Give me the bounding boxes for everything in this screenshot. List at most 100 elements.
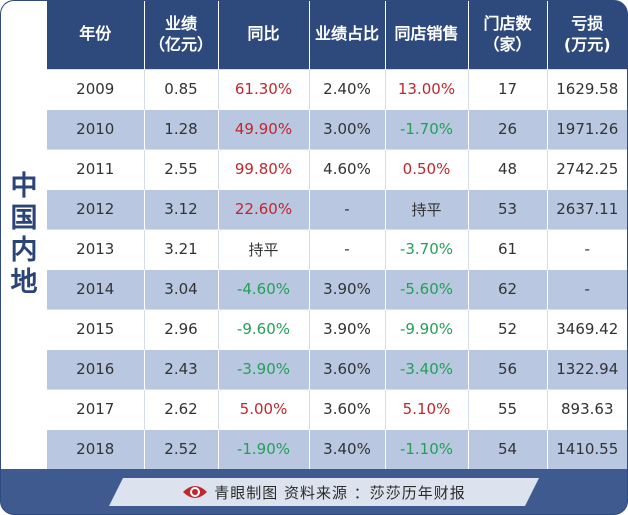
cell-same-store-sales: -1.10% [384,428,468,469]
table-row: 2015 2.96 -9.60% 3.90% -9.90% 52 3469.42 [47,308,627,349]
header-yoy: 同比 [217,1,309,69]
cell-loss: 1322.94 [546,348,627,389]
table-row: 2017 2.62 5.00% 3.60% 5.10% 55 893.63 [47,388,627,429]
cell-year: 2010 [47,108,144,149]
cell-revenue-share: 3.00% [308,108,385,149]
header-same-store-sales: 同店销售 [384,1,468,69]
cell-yoy: -3.90% [217,348,309,389]
cell-revenue-share: 3.60% [308,388,385,429]
cell-yoy: -1.90% [217,428,309,469]
table-row: 2016 2.43 -3.90% 3.60% -3.40% 56 1322.94 [47,348,627,389]
cell-loss: 3469.42 [546,308,627,349]
cell-store-count: 26 [467,108,547,149]
table-row: 2010 1.28 49.90% 3.00% -1.70% 26 1971.26 [47,108,627,149]
cell-revenue-share: 3.90% [308,308,385,349]
header-label: （家） [483,34,532,54]
table-row: 2009 0.85 61.30% 2.40% 13.00% 17 1629.58 [47,68,627,109]
table-row: 2011 2.55 99.80% 4.60% 0.50% 48 2742.25 [47,148,627,189]
table-row: 2014 3.04 -4.60% 3.90% -5.60% 62- [47,268,627,309]
header-revenue: 业绩 （亿元） [143,1,218,69]
table-row: 2012 3.12 22.60% - 持平 53 2637.11 [47,188,627,229]
table-row: 2013 3.21 持平 - -3.70% 61- [47,228,627,269]
cell-year: 2016 [47,348,144,389]
header-label: 业绩 [164,13,197,33]
source-text: 青眼制图 资料来源 ：莎莎历年财报 [214,483,466,502]
region-title: 中国内地 [10,171,38,298]
cell-year: 2012 [47,188,144,229]
header-store-count: 门店数 （家） [467,1,547,69]
cell-same-store-sales: -9.90% [384,308,468,349]
cell-store-count: 48 [467,148,547,189]
cell-same-store-sales: 5.10% [384,388,468,429]
cell-store-count: 17 [467,68,547,109]
cell-same-store-sales: 持平 [384,188,468,229]
cell-loss: - [546,228,627,269]
cell-yoy: 持平 [217,228,309,269]
cell-year: 2017 [47,388,144,429]
cell-year: 2013 [47,228,144,269]
cell-revenue: 3.04 [143,268,218,309]
cell-revenue-share: - [308,188,385,229]
header-label: 年份 [79,24,112,44]
cell-store-count: 62 [467,268,547,309]
table-row: 2018 2.52 -1.90% 3.40% -1.10% 54 1410.55 [47,428,627,469]
cell-revenue-share: 2.40% [308,68,385,109]
cell-yoy: -9.60% [217,308,309,349]
cell-revenue: 3.21 [143,228,218,269]
header-loss: 亏损 (万元) [546,1,627,69]
cell-revenue-share: - [308,228,385,269]
source-band: 青眼制图 资料来源 ：莎莎历年财报 [109,478,539,506]
cell-revenue-share: 3.60% [308,348,385,389]
header-label: 同比 [247,24,280,44]
header-label: 业绩占比 [314,24,379,44]
cell-loss: 1410.55 [546,428,627,469]
cell-loss: 893.63 [546,388,627,429]
cell-yoy: 61.30% [217,68,309,109]
cell-year: 2011 [47,148,144,189]
header-year: 年份 [47,1,144,69]
cell-same-store-sales: 0.50% [384,148,468,189]
cell-year: 2015 [47,308,144,349]
header-label: 亏损 [571,13,604,33]
cell-yoy: 49.90% [217,108,309,149]
cell-yoy: 99.80% [217,148,309,189]
cell-revenue: 0.85 [143,68,218,109]
cell-same-store-sales: -3.70% [384,228,468,269]
cell-same-store-sales: -5.60% [384,268,468,309]
cell-store-count: 53 [467,188,547,229]
header-label: (万元) [563,34,611,54]
cell-store-count: 55 [467,388,547,429]
cell-year: 2009 [47,68,144,109]
cell-revenue-share: 3.40% [308,428,385,469]
eye-icon [182,483,208,501]
cell-revenue: 1.28 [143,108,218,149]
header-label: 门店数 [483,13,532,33]
cell-loss: 2742.25 [546,148,627,189]
header-row: 年份 业绩 （亿元） 同比 业绩占比 同店销售 门店数 （家） 亏损 (万元) [47,1,627,69]
cell-revenue: 2.55 [143,148,218,189]
footer: 青眼制图 资料来源 ：莎莎历年财报 [1,469,627,514]
cell-year: 2014 [47,268,144,309]
cell-store-count: 52 [467,308,547,349]
cell-year: 2018 [47,428,144,469]
cell-store-count: 54 [467,428,547,469]
cell-revenue: 2.43 [143,348,218,389]
header-revenue-share: 业绩占比 [308,1,385,69]
cell-revenue: 2.62 [143,388,218,429]
table-body: 2009 0.85 61.30% 2.40% 13.00% 17 1629.58 2010 1.… [47,68,627,469]
cell-revenue-share: 4.60% [308,148,385,189]
cell-loss: 2637.11 [546,188,627,229]
cell-loss: 1629.58 [546,68,627,109]
cell-loss: 1971.26 [546,108,627,149]
cell-yoy: -4.60% [217,268,309,309]
cell-revenue: 3.12 [143,188,218,229]
cell-loss: - [546,268,627,309]
cell-yoy: 22.60% [217,188,309,229]
header-label: 同店销售 [394,24,459,44]
header-label: （亿元） [148,34,213,54]
side-panel: 中国内地 [1,1,47,469]
cell-same-store-sales: -3.40% [384,348,468,389]
cell-yoy: 5.00% [217,388,309,429]
cell-revenue-share: 3.90% [308,268,385,309]
cell-store-count: 56 [467,348,547,389]
